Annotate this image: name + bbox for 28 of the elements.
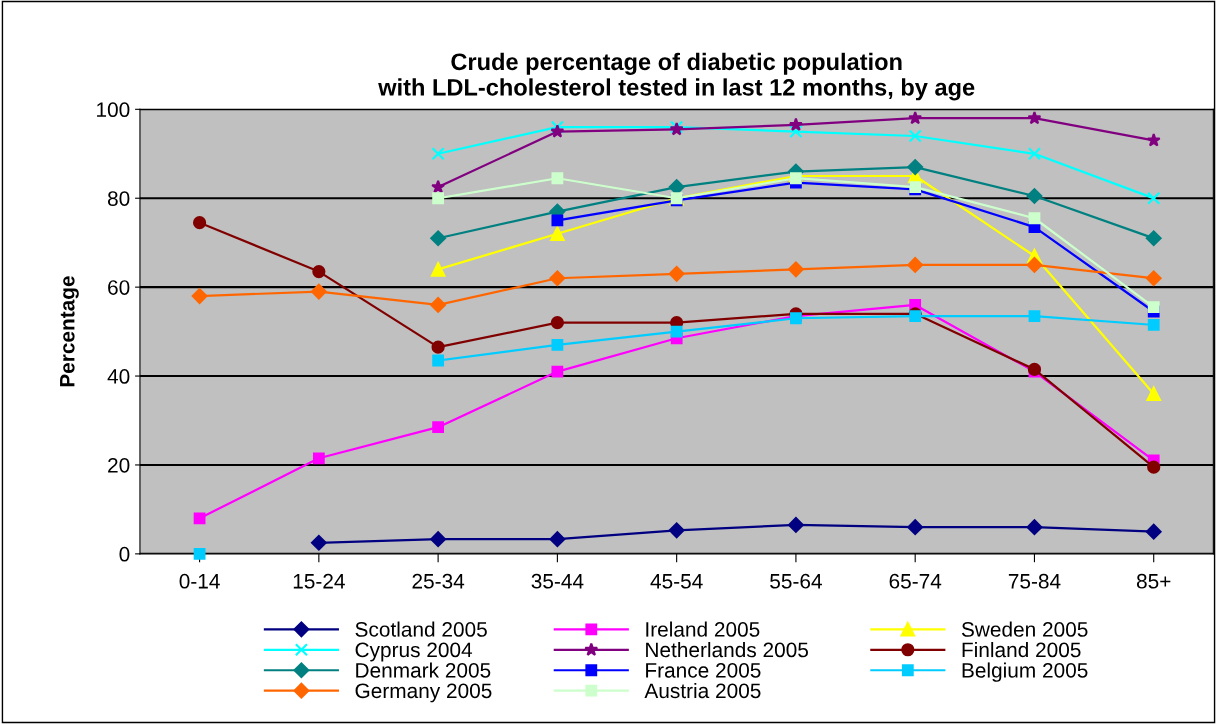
y-tick-label: 100 [97, 102, 130, 118]
x-tick-label: 35-44 [531, 573, 584, 589]
legend-label: Finland 2005 [962, 641, 1081, 658]
y-tick-label: 20 [108, 457, 130, 473]
y-tick-label: 0 [119, 546, 130, 562]
x-tick-label: 15-24 [293, 573, 345, 589]
legend-label: France 2005 [646, 662, 761, 678]
chart-title: Crude percentage of diabetic population with LDL-cholesterol tested in last 12 months, by age [378, 52, 975, 101]
y-tick-label: 40 [107, 369, 130, 384]
x-tick-label: 85+ [1136, 573, 1171, 589]
legend-label: Scotland 2005 [355, 621, 487, 637]
y-tick-label: 80 [107, 191, 130, 206]
legend-label: Cyprus 2004 [355, 642, 473, 662]
legend-label: Ireland 2005 [646, 621, 760, 637]
x-tick-label: 55-64 [770, 573, 822, 589]
legend-label: Sweden 2005 [961, 621, 1088, 637]
y-tick-label: 60 [108, 280, 130, 295]
x-tick-label: 0-14 [179, 573, 220, 589]
x-tick-label: 65-74 [889, 573, 942, 589]
legend-label: Austria 2005 [644, 682, 761, 699]
x-tick-label: 45-54 [650, 574, 703, 589]
legend-label: Denmark 2005 [356, 662, 491, 678]
legend-label: Netherlands 2005 [646, 641, 808, 658]
legend-label: Germany 2005 [355, 683, 492, 703]
x-tick-label: 75-84 [1008, 573, 1061, 589]
x-tick-label: 25-34 [412, 573, 465, 589]
y-axis-title: Percentage [60, 276, 79, 387]
legend-label: Belgium 2005 [962, 662, 1088, 682]
